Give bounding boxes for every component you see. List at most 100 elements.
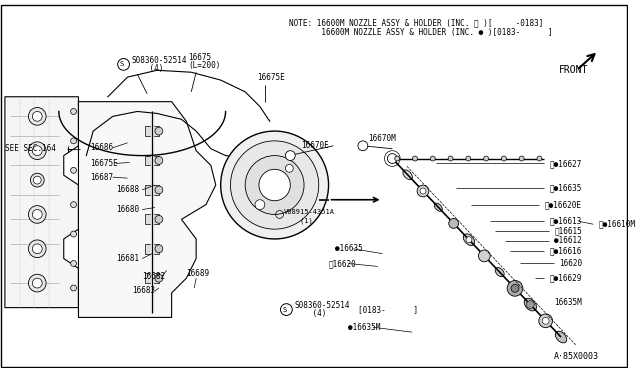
Text: ※●16629: ※●16629 — [549, 274, 582, 283]
Text: 16689: 16689 — [186, 269, 209, 278]
Text: ※●16616: ※●16616 — [549, 246, 582, 255]
Ellipse shape — [556, 331, 566, 343]
Text: 16670M: 16670M — [368, 134, 396, 144]
Circle shape — [70, 167, 77, 173]
Circle shape — [479, 250, 490, 262]
Text: 16686: 16686 — [90, 143, 113, 152]
Text: ※●16627: ※●16627 — [549, 159, 582, 168]
Circle shape — [33, 209, 42, 219]
Bar — [145, 185, 159, 195]
Circle shape — [539, 314, 552, 328]
Text: 16675E: 16675E — [90, 159, 118, 168]
Circle shape — [449, 218, 458, 228]
Text: 16675E: 16675E — [257, 73, 285, 81]
Circle shape — [519, 156, 524, 161]
Text: (L=200): (L=200) — [188, 61, 221, 70]
Circle shape — [387, 154, 397, 163]
Circle shape — [358, 141, 368, 151]
Text: 16682: 16682 — [142, 272, 165, 281]
Circle shape — [466, 156, 471, 161]
Text: A·85X0003: A·85X0003 — [554, 352, 599, 361]
Bar — [145, 126, 159, 136]
Circle shape — [33, 112, 42, 121]
Circle shape — [155, 215, 163, 223]
Circle shape — [155, 186, 163, 194]
Text: 16687: 16687 — [90, 173, 113, 182]
Bar — [145, 155, 159, 166]
Text: S: S — [120, 61, 124, 67]
Circle shape — [28, 274, 46, 292]
Circle shape — [245, 155, 304, 214]
Text: [0183-      ]: [0183- ] — [358, 305, 418, 314]
Text: S08360-52514: S08360-52514 — [131, 56, 187, 65]
Circle shape — [511, 285, 519, 292]
Bar — [145, 273, 159, 283]
Text: 16620: 16620 — [559, 259, 582, 268]
Text: (1): (1) — [284, 217, 313, 224]
Ellipse shape — [524, 298, 536, 311]
Circle shape — [259, 169, 291, 201]
Text: 16675: 16675 — [188, 53, 211, 62]
Text: V08915-4351A: V08915-4351A — [284, 209, 335, 215]
Ellipse shape — [463, 234, 475, 246]
Circle shape — [285, 164, 293, 172]
Circle shape — [70, 202, 77, 208]
Circle shape — [28, 240, 46, 257]
Circle shape — [33, 244, 42, 254]
Text: (4): (4) — [131, 64, 164, 73]
Circle shape — [420, 188, 426, 194]
Circle shape — [527, 301, 534, 308]
Text: 16688: 16688 — [116, 185, 139, 195]
Circle shape — [466, 237, 472, 243]
Circle shape — [285, 151, 295, 160]
Bar — [145, 244, 159, 254]
Polygon shape — [5, 97, 79, 308]
Text: ●16612: ●16612 — [554, 237, 582, 246]
Text: 16681: 16681 — [116, 254, 139, 263]
Text: 16683: 16683 — [132, 286, 156, 295]
Circle shape — [70, 260, 77, 266]
Circle shape — [31, 173, 44, 187]
Text: SEE SEC.164: SEE SEC.164 — [5, 144, 56, 153]
Text: 16635M: 16635M — [554, 298, 582, 307]
Text: (4): (4) — [294, 309, 326, 318]
Text: ●16635: ●16635 — [335, 244, 363, 253]
Polygon shape — [79, 102, 216, 317]
Circle shape — [230, 141, 319, 229]
Text: ※16615: ※16615 — [554, 227, 582, 235]
Circle shape — [33, 278, 42, 288]
Circle shape — [33, 176, 41, 184]
Text: ●16635M: ●16635M — [348, 323, 381, 332]
Circle shape — [28, 108, 46, 125]
Bar — [145, 214, 159, 224]
Text: NOTE: 16600M NOZZLE ASSY & HOLDER (INC. ※ )[     -0183]: NOTE: 16600M NOZZLE ASSY & HOLDER (INC. … — [289, 19, 544, 28]
Circle shape — [70, 138, 77, 144]
Text: ※16620: ※16620 — [328, 259, 356, 268]
Circle shape — [255, 200, 265, 209]
Circle shape — [501, 156, 506, 161]
Circle shape — [70, 231, 77, 237]
Ellipse shape — [495, 267, 504, 277]
Circle shape — [507, 280, 523, 296]
Text: ※●16610M: ※●16610M — [598, 220, 636, 229]
Text: ※●16613: ※●16613 — [549, 217, 582, 226]
Circle shape — [221, 131, 328, 239]
Circle shape — [70, 109, 77, 115]
Circle shape — [28, 142, 46, 160]
Ellipse shape — [403, 170, 412, 180]
Ellipse shape — [435, 203, 442, 211]
Circle shape — [155, 274, 163, 282]
Circle shape — [537, 156, 542, 161]
Text: S08360-52514: S08360-52514 — [294, 301, 349, 310]
Circle shape — [28, 206, 46, 223]
Circle shape — [70, 285, 77, 291]
Circle shape — [155, 157, 163, 164]
Text: FRONT: FRONT — [559, 65, 588, 75]
Text: ※●16620E: ※●16620E — [545, 200, 581, 209]
Circle shape — [417, 185, 429, 197]
Circle shape — [448, 156, 453, 161]
Circle shape — [542, 317, 549, 324]
Text: S: S — [282, 307, 287, 312]
Circle shape — [33, 146, 42, 155]
Text: 16680: 16680 — [116, 205, 139, 214]
